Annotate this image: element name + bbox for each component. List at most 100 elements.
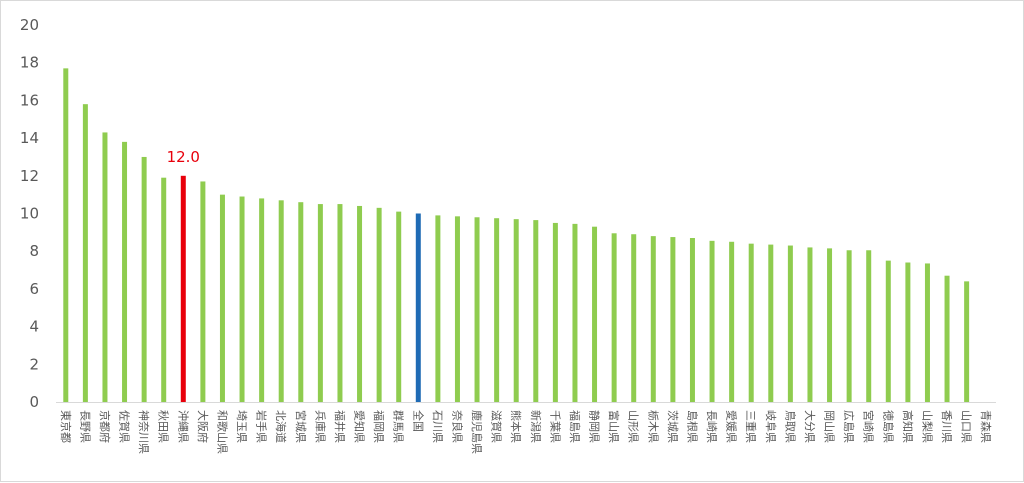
y-tick-label: 10 <box>20 205 39 223</box>
x-tick-label: 神奈川県 <box>137 410 151 454</box>
x-tick-label: 岩手県 <box>255 410 269 443</box>
bars <box>63 68 970 403</box>
x-tick-label: 和歌山県 <box>215 410 229 454</box>
x-tick-label: 兵庫県 <box>313 410 327 443</box>
y-tick-label: 12 <box>20 167 39 185</box>
bar <box>435 215 441 402</box>
bar <box>631 234 637 402</box>
x-tick-label: 東京都 <box>59 410 73 443</box>
y-tick-label: 18 <box>20 54 39 72</box>
bar <box>63 68 69 403</box>
bar <box>259 198 265 402</box>
bar <box>592 226 598 402</box>
y-tick-label: 2 <box>29 355 39 373</box>
x-tick-label: 滋賀県 <box>490 410 503 443</box>
x-tick-label: 宮城県 <box>294 410 308 443</box>
bar <box>317 204 323 402</box>
x-tick-label: 群馬県 <box>392 410 406 443</box>
x-tick-label: 山形県 <box>627 410 640 443</box>
bar <box>102 132 108 402</box>
bar <box>572 223 578 402</box>
x-tick-label: 栃木県 <box>646 410 660 443</box>
x-tick-label: 北海道 <box>274 410 288 443</box>
bar <box>415 213 421 402</box>
bar <box>122 141 128 402</box>
x-tick-label: 青森県 <box>979 410 993 443</box>
bar <box>611 233 617 402</box>
bar <box>768 244 774 402</box>
x-tick-label: 愛媛県 <box>725 410 739 443</box>
x-tick-label: 三重県 <box>744 410 758 443</box>
x-tick-label: 広島県 <box>842 410 856 443</box>
bar <box>278 200 284 402</box>
x-tick-label: 山口県 <box>960 410 973 443</box>
x-tick-label: 愛知県 <box>353 410 367 443</box>
callout-label: 12.0 <box>167 148 200 166</box>
x-tick-label: 富山県 <box>607 410 621 443</box>
x-tick-label: 奈良県 <box>450 410 464 443</box>
bar <box>748 243 754 402</box>
bar <box>885 260 891 403</box>
bar <box>357 205 363 402</box>
x-tick-label: 佐賀県 <box>118 410 132 443</box>
x-tick-label: 千葉県 <box>548 410 562 443</box>
bar <box>866 250 872 402</box>
x-axis-labels: 東京都 長野県 京都府 佐賀県 神奈川県 秋田県 沖縄県 大阪府 和歌山県 埼玉県 岩手県 北海道 宮城… <box>59 410 993 454</box>
x-tick-label: 福井県 <box>333 410 347 443</box>
x-tick-label: 岡山県 <box>823 410 836 443</box>
bar <box>729 241 735 402</box>
y-tick-label: 6 <box>29 280 39 298</box>
bar <box>337 204 343 402</box>
x-tick-label: 京都府 <box>98 410 112 443</box>
x-tick-label: 福岡県 <box>372 410 386 443</box>
x-tick-label: 熊本県 <box>509 410 523 443</box>
x-tick-label: 石川県 <box>431 410 444 443</box>
y-tick-label: 4 <box>29 318 39 336</box>
y-tick-label: 0 <box>29 393 39 411</box>
bar <box>494 218 500 402</box>
x-tick-label: 新潟県 <box>529 410 543 443</box>
bar <box>454 216 460 402</box>
x-tick-label: 鹿児島県 <box>470 410 484 454</box>
bar <box>807 247 813 402</box>
x-tick-label: 長崎県 <box>705 410 719 443</box>
x-tick-label: 宮崎県 <box>862 410 876 443</box>
y-tick-label: 14 <box>20 129 39 147</box>
y-tick-label: 16 <box>20 91 39 109</box>
x-tick-label: 埼玉県 <box>235 410 249 443</box>
y-axis: 0 2 4 6 8 10 12 14 16 18 20 <box>20 16 39 411</box>
bar <box>964 281 970 402</box>
y-tick-label: 20 <box>20 16 39 34</box>
bar <box>650 236 656 402</box>
bar <box>846 250 852 402</box>
bar <box>709 240 715 402</box>
bar <box>219 194 225 402</box>
x-tick-label: 岐阜県 <box>764 410 777 443</box>
x-tick-label: 香川県 <box>940 410 953 443</box>
bar <box>180 175 186 402</box>
bar <box>670 237 676 402</box>
x-tick-label: 山梨県 <box>920 410 934 443</box>
bar <box>827 248 833 402</box>
bar <box>82 104 88 403</box>
x-tick-label: 全国 <box>411 410 425 432</box>
bar <box>298 202 304 402</box>
bar <box>944 275 950 402</box>
x-tick-label: 大阪府 <box>196 410 210 443</box>
bar <box>239 196 245 402</box>
x-tick-label: 徳島県 <box>881 410 895 443</box>
x-tick-label: 鳥取県 <box>783 410 797 443</box>
x-tick-label: 沖縄県 <box>176 410 190 443</box>
bar <box>787 245 793 402</box>
bar <box>533 220 539 402</box>
x-tick-label: 大分県 <box>803 410 817 443</box>
x-tick-label: 福島県 <box>568 410 582 443</box>
bar <box>474 217 480 402</box>
x-tick-label: 静岡県 <box>588 410 602 443</box>
bar <box>924 263 930 402</box>
bar <box>200 181 206 402</box>
x-tick-label: 長野県 <box>78 410 91 443</box>
x-tick-label: 島根県 <box>685 410 699 443</box>
bar <box>552 222 558 402</box>
